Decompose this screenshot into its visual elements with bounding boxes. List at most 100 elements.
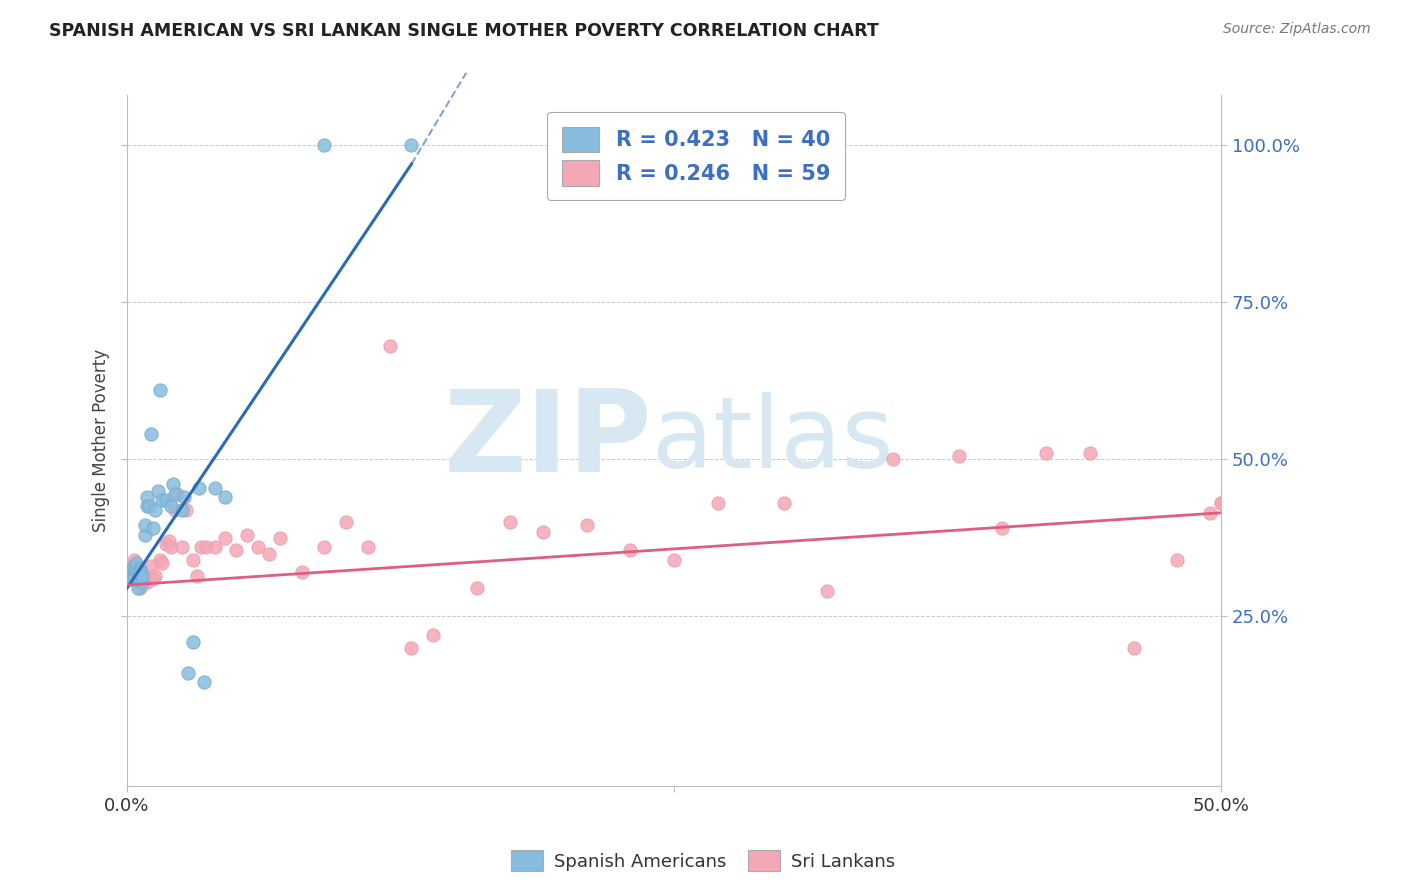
Point (129, 581, 152, 595)
Point (135, 574, 157, 589)
Point (149, 553, 172, 567)
Point (401, 640, 423, 655)
Point (122, 568, 145, 582)
Point (118, 568, 141, 582)
Point (127, 581, 149, 595)
Point (159, 541, 181, 555)
Point (1211, 496, 1233, 510)
Point (575, 518, 598, 533)
Point (948, 449, 970, 463)
Point (1211, 496, 1233, 510)
Point (204, 541, 226, 555)
Point (204, 481, 226, 495)
Point (170, 541, 193, 555)
Point (129, 572, 152, 586)
Point (120, 566, 142, 580)
Text: SPANISH AMERICAN VS SRI LANKAN SINGLE MOTHER POVERTY CORRELATION CHART: SPANISH AMERICAN VS SRI LANKAN SINGLE MO… (49, 22, 879, 40)
Point (134, 518, 156, 533)
Point (257, 547, 280, 561)
Point (134, 572, 156, 586)
Point (122, 559, 145, 574)
Text: Source: ZipAtlas.com: Source: ZipAtlas.com (1223, 22, 1371, 37)
Point (125, 556, 148, 570)
Point (150, 556, 173, 570)
Point (531, 524, 554, 539)
Point (155, 493, 177, 508)
Point (1166, 553, 1188, 567)
Point (138, 568, 160, 582)
Point (214, 531, 236, 545)
Point (122, 553, 145, 567)
Point (247, 541, 270, 555)
Point (707, 496, 730, 510)
Point (120, 566, 142, 580)
Legend: R = 0.423   N = 40, R = 0.246   N = 59: R = 0.423 N = 40, R = 0.246 N = 59 (547, 112, 845, 201)
Point (312, 138, 335, 153)
Point (131, 574, 153, 589)
Point (146, 483, 169, 498)
Point (1035, 446, 1057, 460)
Point (162, 477, 184, 491)
Point (129, 566, 152, 580)
Point (145, 502, 167, 516)
Point (291, 566, 314, 580)
Point (174, 502, 197, 516)
Point (155, 537, 177, 551)
Text: ZIP: ZIP (444, 385, 652, 496)
Point (135, 500, 157, 514)
Point (149, 383, 172, 397)
Point (170, 502, 193, 516)
Point (127, 574, 149, 589)
Point (159, 500, 181, 514)
Point (131, 578, 153, 592)
Point (125, 562, 148, 576)
Point (772, 496, 794, 510)
Point (127, 568, 149, 582)
Point (134, 528, 156, 542)
Point (269, 531, 291, 545)
Point (129, 562, 152, 576)
Point (138, 500, 160, 514)
Point (145, 568, 167, 582)
Point (120, 572, 142, 586)
Point (150, 493, 173, 508)
Point (139, 427, 162, 442)
Point (815, 584, 838, 599)
Point (225, 543, 247, 558)
Point (401, 138, 423, 153)
Point (125, 559, 148, 574)
Point (357, 541, 380, 555)
Point (1078, 446, 1101, 460)
Point (139, 559, 162, 574)
Point (422, 628, 444, 642)
Point (214, 490, 236, 504)
Point (312, 541, 335, 555)
Y-axis label: Single Mother Poverty: Single Mother Poverty (93, 349, 110, 532)
Point (118, 572, 141, 586)
Point (166, 487, 188, 501)
Point (181, 553, 204, 567)
Point (142, 572, 165, 586)
Point (135, 490, 157, 504)
Point (131, 568, 153, 582)
Point (177, 666, 200, 681)
Point (186, 568, 208, 582)
Point (236, 528, 259, 542)
Point (193, 675, 215, 690)
Point (165, 487, 187, 501)
Point (188, 481, 211, 495)
Point (190, 541, 212, 555)
Text: atlas: atlas (652, 392, 894, 489)
Point (465, 581, 488, 595)
Point (142, 521, 165, 535)
Point (882, 452, 904, 467)
Point (1122, 640, 1144, 655)
Point (499, 515, 522, 529)
Point (378, 339, 401, 353)
Point (335, 515, 357, 529)
Point (662, 553, 685, 567)
Point (181, 634, 204, 648)
Point (157, 534, 180, 549)
Point (173, 490, 195, 504)
Point (194, 541, 217, 555)
